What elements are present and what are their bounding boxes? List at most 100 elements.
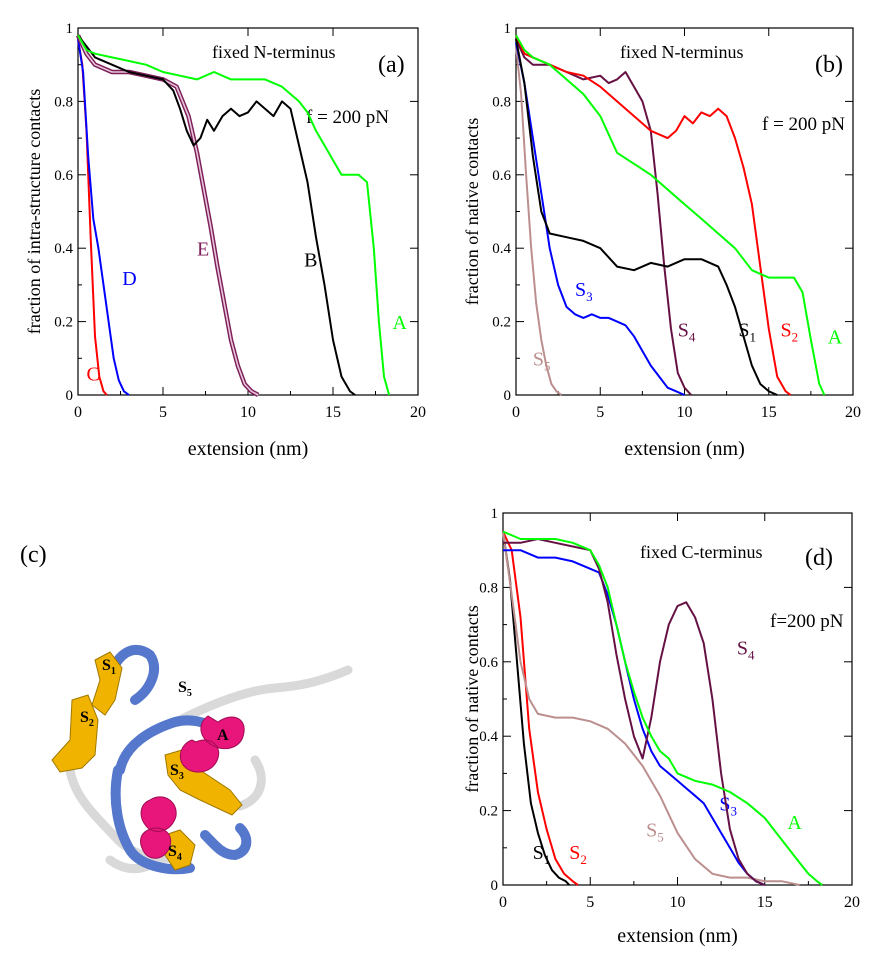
series-label-d: D xyxy=(122,268,136,290)
turn-lower-right xyxy=(200,823,252,861)
series-line-b xyxy=(77,34,356,396)
series-label-s3: S3 xyxy=(719,794,737,819)
x-tick-label: 5 xyxy=(586,894,594,911)
x-tick-label: 20 xyxy=(845,404,861,421)
annotation-terminus: fixed C-terminus xyxy=(640,542,762,562)
y-tick-label: 0.4 xyxy=(479,729,498,745)
x-tick-label: 0 xyxy=(74,404,82,421)
force-label: f=200 pN xyxy=(770,611,844,632)
series-label-s3: S3 xyxy=(575,279,593,304)
x-tick-label: 20 xyxy=(410,404,426,421)
structure-label-s4: S4 xyxy=(168,843,182,863)
y-tick-label: 0.8 xyxy=(54,94,73,110)
series-label-s5: S5 xyxy=(646,820,664,845)
coil-loop-right xyxy=(235,755,266,811)
series-label-a: A xyxy=(828,327,843,349)
strand-s2 xyxy=(51,694,99,773)
y-tick-label: 0 xyxy=(66,388,74,404)
series-label-s2: S2 xyxy=(781,319,799,344)
x-tick-label: 10 xyxy=(677,404,693,421)
series-line-s2 xyxy=(515,34,792,396)
panel-label: (d) xyxy=(805,545,833,571)
x-tick-label: 0 xyxy=(512,404,520,421)
series-line-s5 xyxy=(515,46,563,396)
series-line-s3 xyxy=(503,549,766,886)
series-line-a xyxy=(502,530,823,886)
y-tick-label: 1 xyxy=(491,506,499,522)
y-tick-label: 1 xyxy=(66,21,74,37)
panel-d-chart: 0 5 10 15 20 0 0.2 0.4 0.6 0.8 1 extension (nm) frac… xyxy=(462,506,860,947)
y-tick-label: 1 xyxy=(504,21,512,37)
panel-b-chart: 0 5 10 15 20 0 0.2 0.4 0.6 0.8 1 extension (nm) frac… xyxy=(462,21,861,460)
y-tick-label: 0.4 xyxy=(54,241,73,257)
series-label-a: A xyxy=(393,312,408,334)
panel-label: (a) xyxy=(378,52,405,78)
turn-lower-left xyxy=(110,765,195,875)
series-label-s1: S1 xyxy=(738,319,756,344)
y-axis-label: fraction of intra-structure contacts xyxy=(24,89,44,334)
y-tick-label: 0.6 xyxy=(492,168,511,184)
series-label-s1: S1 xyxy=(533,842,551,867)
series-line-s1 xyxy=(502,531,571,886)
x-axis-label: extension (nm) xyxy=(617,925,738,947)
coil-loop-bottom xyxy=(105,853,165,874)
y-tick-label: 0.2 xyxy=(54,315,73,331)
panel-label: (b) xyxy=(815,52,843,78)
x-tick-label: 10 xyxy=(670,894,686,911)
x-tick-label: 15 xyxy=(761,404,777,421)
y-tick-label: 0.8 xyxy=(492,94,511,110)
x-tick-label: 20 xyxy=(844,894,860,911)
force-label: f = 200 pN xyxy=(306,107,389,128)
structure-label-s2: S2 xyxy=(80,709,94,729)
coil-c-terminal-tail xyxy=(175,665,353,725)
structure-label-s3: S3 xyxy=(170,762,184,782)
y-tick-label: 0.4 xyxy=(492,241,511,257)
y-tick-label: 0.8 xyxy=(479,580,498,596)
series-label-a: A xyxy=(787,812,802,834)
x-tick-label: 15 xyxy=(325,404,341,421)
x-tick-label: 5 xyxy=(159,404,167,421)
annotation-terminus: fixed N-terminus xyxy=(212,42,335,62)
x-axis-label: extension (nm) xyxy=(624,438,745,460)
structure-label-s5: S5 xyxy=(178,679,192,699)
strand-s1 xyxy=(91,651,123,716)
series-label-s4: S4 xyxy=(678,319,696,344)
series-label-s5: S5 xyxy=(533,349,551,374)
y-tick-label: 0.6 xyxy=(479,655,498,671)
structure-label-a: A xyxy=(217,727,229,744)
series-label-s4: S4 xyxy=(737,637,755,662)
y-tick-label: 0.2 xyxy=(492,315,511,331)
annotation-terminus: fixed N-terminus xyxy=(620,42,743,62)
series-line-e xyxy=(77,34,259,396)
series-line-d xyxy=(77,38,130,396)
series-label-c: C xyxy=(87,363,100,385)
panel-c-label: (c) xyxy=(20,542,47,568)
series-line-s1 xyxy=(515,38,778,396)
series-line-a xyxy=(515,34,826,396)
panel-a-chart: 0 5 10 15 20 0 0.2 0.4 0.6 0.8 1 extension (nm) frac… xyxy=(24,21,426,460)
series-label-s2: S2 xyxy=(569,842,587,867)
series-line-a xyxy=(77,34,391,396)
structure-label-s1: S1 xyxy=(102,657,116,677)
series-line-s2 xyxy=(502,531,579,886)
x-tick-label: 5 xyxy=(596,404,604,421)
series-line-s3 xyxy=(515,42,685,396)
y-axis-label: fraction of native contacts xyxy=(462,118,482,305)
series-label-e: E xyxy=(197,239,209,261)
y-tick-label: 0 xyxy=(504,388,512,404)
helix-a xyxy=(140,715,245,859)
series-label-b: B xyxy=(304,250,317,272)
x-tick-label: 10 xyxy=(240,404,256,421)
plot-frame xyxy=(77,27,419,396)
y-tick-label: 0 xyxy=(491,878,499,894)
y-tick-label: 0.2 xyxy=(479,804,498,820)
x-tick-label: 0 xyxy=(499,894,507,911)
x-axis-label: extension (nm) xyxy=(188,438,309,460)
y-axis-label: fraction of native contacts xyxy=(462,605,482,792)
y-tick-label: 0.6 xyxy=(54,168,73,184)
series-line-s4 xyxy=(503,538,766,886)
x-tick-label: 15 xyxy=(757,894,773,911)
series-line-s5 xyxy=(502,531,800,886)
panel-c-structure: (c) S1 S2 S5 A S3 S4 xyxy=(20,542,353,875)
